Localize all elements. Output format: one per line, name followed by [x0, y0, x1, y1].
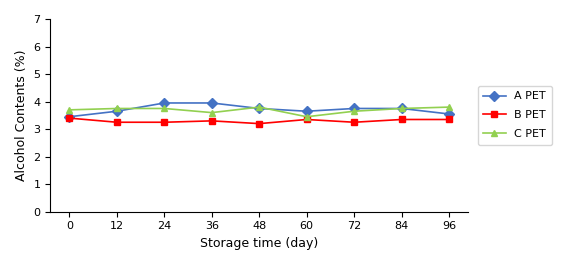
- A PET: [303, 110, 310, 113]
- A PET: [209, 101, 215, 105]
- A PET: [351, 107, 358, 110]
- Line: C PET: C PET: [66, 104, 452, 120]
- A PET: [446, 112, 452, 116]
- A PET: [113, 110, 120, 113]
- Line: A PET: A PET: [66, 99, 452, 120]
- C PET: [66, 108, 73, 112]
- C PET: [446, 105, 452, 109]
- C PET: [113, 107, 120, 110]
- Line: B PET: B PET: [66, 115, 452, 127]
- B PET: [398, 118, 405, 121]
- A PET: [66, 115, 73, 118]
- C PET: [256, 105, 263, 109]
- B PET: [351, 121, 358, 124]
- B PET: [161, 121, 168, 124]
- B PET: [209, 119, 215, 122]
- X-axis label: Storage time (day): Storage time (day): [200, 237, 318, 250]
- B PET: [446, 118, 452, 121]
- A PET: [161, 101, 168, 105]
- B PET: [113, 121, 120, 124]
- A PET: [256, 107, 263, 110]
- A PET: [398, 107, 405, 110]
- C PET: [161, 107, 168, 110]
- Legend: A PET, B PET, C PET: A PET, B PET, C PET: [478, 86, 552, 145]
- B PET: [303, 118, 310, 121]
- Y-axis label: Alcohol Contents (%): Alcohol Contents (%): [15, 50, 28, 181]
- C PET: [351, 110, 358, 113]
- C PET: [398, 107, 405, 110]
- B PET: [66, 117, 73, 120]
- C PET: [303, 115, 310, 118]
- B PET: [256, 122, 263, 125]
- C PET: [209, 111, 215, 114]
